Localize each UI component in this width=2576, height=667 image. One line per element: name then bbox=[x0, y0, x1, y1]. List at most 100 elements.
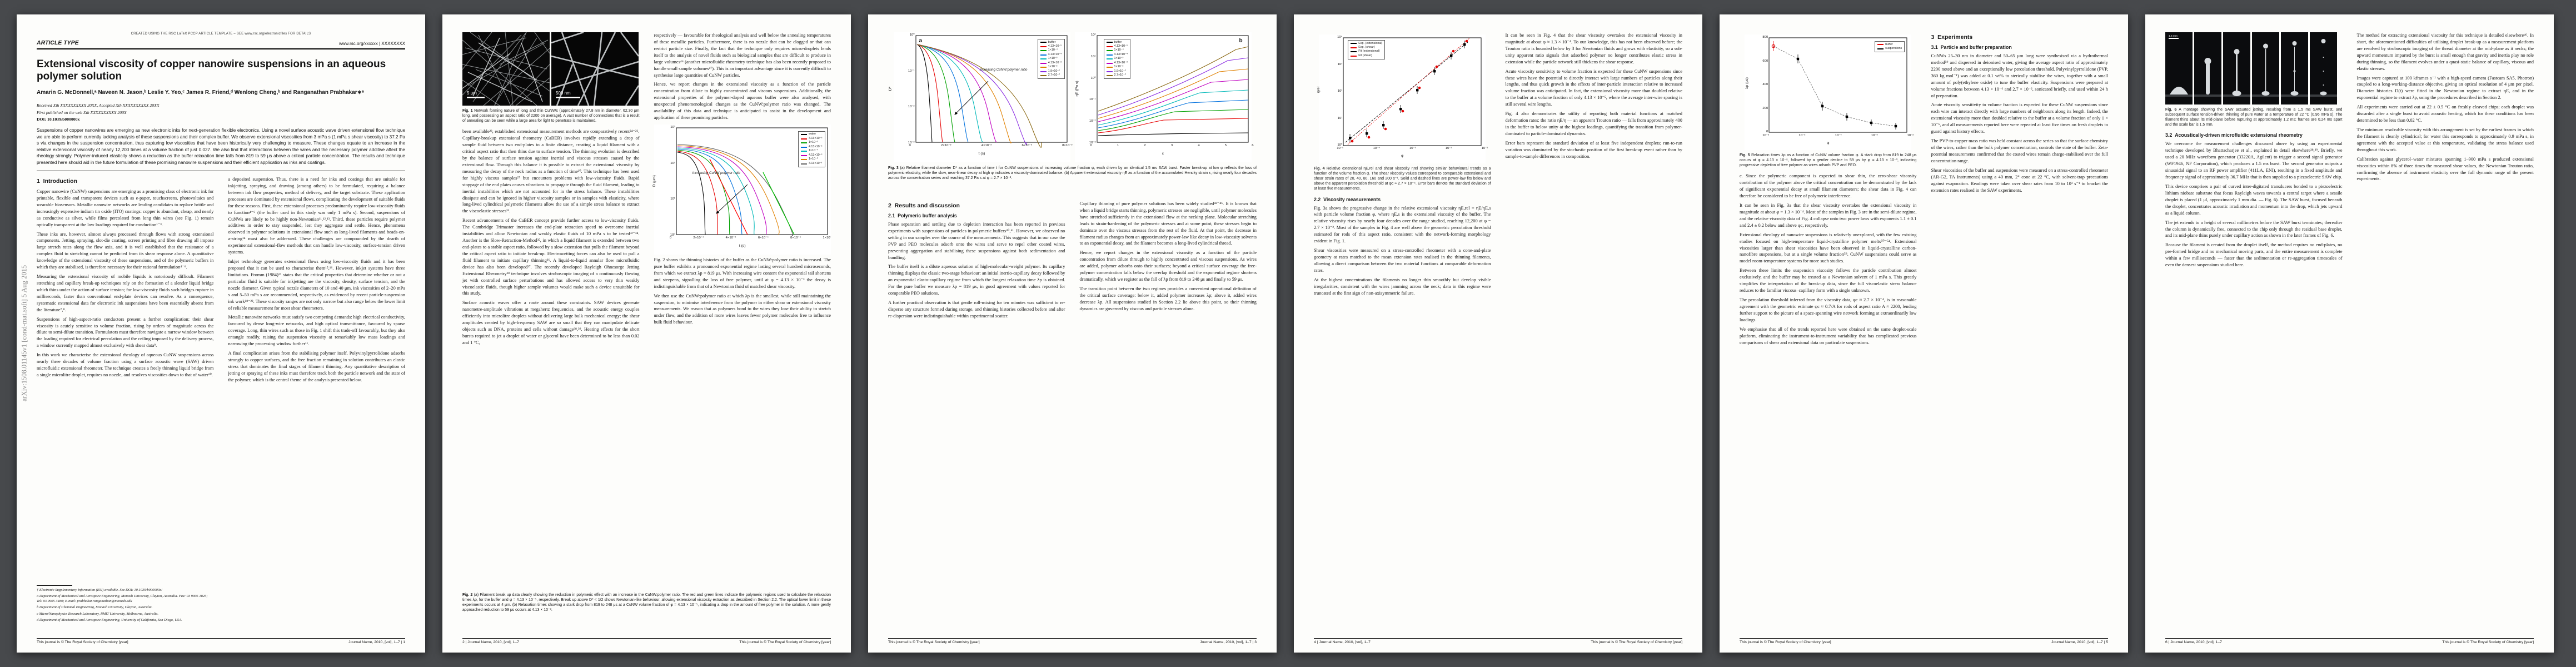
column-right: Capillary thinning of pure polymer solut… bbox=[1080, 201, 1257, 591]
sem-image-high-mag: 500 nm bbox=[551, 32, 639, 106]
footer-right: Journal Name, 2010, [vol], 1–7 | 5 bbox=[2051, 640, 2108, 644]
legend-label: 4.13×10⁻⁴ bbox=[1114, 52, 1128, 56]
legend-entry: Exp. (shear) bbox=[1351, 46, 1382, 49]
column-left: 2 Results and discussion 2.1 Polymeric b… bbox=[888, 201, 1065, 591]
legend-entry: buffer bbox=[1877, 43, 1902, 47]
journal-url-link[interactable]: www.rsc.org/xxxxxx | XXXXXXXX bbox=[339, 41, 405, 46]
paragraph: We then use the CuNW:polymer ratio at wh… bbox=[654, 293, 831, 325]
legend-label: 1×10⁻² bbox=[1114, 65, 1124, 69]
paragraph: The transition point between the two reg… bbox=[1079, 286, 1257, 311]
footer-left: 6 | Journal Name, 2010, [vol], 1–7 bbox=[2165, 640, 2222, 644]
legend-label: Exp. (extensional) bbox=[1358, 41, 1383, 45]
author-list: Amarin G. McDonnell,ᵃ Naveen N. Jason,ᵇ … bbox=[37, 89, 364, 96]
page-4: 10⁴ 10³ 10² 10¹ 10⁰ 10⁻⁵ 10⁻⁴ 10⁻³ 10⁻² 10⁻¹ ηre… bbox=[1294, 14, 1702, 653]
scale-bar bbox=[2169, 38, 2179, 39]
legend-swatch bbox=[1040, 46, 1047, 47]
legend-swatch bbox=[1877, 48, 1884, 49]
body-paragraphs: We overcome the measurement challenges d… bbox=[2165, 141, 2343, 268]
legend-label: 1×10⁻² bbox=[1048, 65, 1058, 69]
montage-frame bbox=[2194, 32, 2221, 104]
paragraph: Images were captured at 100 kframes s⁻¹ … bbox=[2356, 75, 2534, 101]
paper-title: Extensional viscosity of copper nanowire… bbox=[37, 58, 386, 83]
paragraph: Copper nanowire (CuNW) suspensions are e… bbox=[37, 189, 214, 227]
plot-canvas bbox=[1097, 35, 1248, 143]
legend-label: 1×10⁻³ bbox=[1048, 57, 1058, 61]
tick-label: 10¹ bbox=[1337, 116, 1343, 120]
footer-left: This journal is © The Royal Society of C… bbox=[37, 640, 128, 644]
tick-label: 0 bbox=[669, 236, 672, 240]
figure-6-caption: Fig. 6 A montage showing the SAW actuate… bbox=[2165, 108, 2343, 127]
legend-swatch bbox=[1106, 54, 1113, 56]
y-axis-ticks: 800 600 400 200 0 bbox=[1755, 36, 1768, 133]
paragraph: Hence, we report changes in the extensio… bbox=[1079, 250, 1257, 282]
trend-line bbox=[1773, 46, 1896, 127]
legend-label: 4.13×10⁻⁵ bbox=[1114, 44, 1128, 48]
tick-label: 0 bbox=[1766, 130, 1768, 133]
figure-3-caption: Fig. 3 (a) Relative filament diameter D*… bbox=[888, 166, 1257, 181]
y-axis-ticks: 10² 10¹ 10⁰ 10⁻¹ 10⁻² 10⁻³ bbox=[1082, 33, 1096, 145]
figure-6-montage: 1.5 mm bbox=[2165, 32, 2343, 104]
x-axis-ticks: 10⁻⁵ 10⁻⁴ 10⁻³ 10⁻² 10⁻¹ bbox=[1337, 147, 1488, 150]
plot-canvas bbox=[1343, 37, 1482, 146]
body-paragraphs: Phase separation and settling due to dep… bbox=[888, 221, 1065, 320]
arxiv-stamp: arXiv:1508.01145v1 [cond-mat.soft] 5 Aug… bbox=[20, 265, 28, 402]
paragraph: Shear viscosities were measured on a str… bbox=[1314, 248, 1491, 273]
tick-label: 10⁻² bbox=[1445, 147, 1452, 150]
footer-left: 2 | Journal Name, 2010, [vol], 1–7 bbox=[462, 640, 519, 644]
legend-label: 2.7×10⁻² bbox=[1048, 73, 1060, 77]
paragraph: Calibration against glycerol–water mixtu… bbox=[2356, 156, 2534, 182]
annotation-arrow bbox=[954, 81, 988, 115]
legend: buffer suspensions bbox=[1875, 41, 1905, 53]
received-line: Received Xth XXXXXXXXXX 20XX, Accepted X… bbox=[37, 102, 160, 108]
legend-label: water bbox=[808, 132, 816, 136]
page-3: a 10⁰ 10⁻¹ 10⁻² 10⁻³ 0 2×10⁻³ 4×10⁻³ 6×10⁻³ 8×1… bbox=[868, 14, 1277, 653]
tick-label: 3 bbox=[1170, 144, 1173, 147]
column-left: 1 Introduction Copper nanowire (CuNW) su… bbox=[37, 176, 214, 624]
paragraph: Acute viscosity sensitivity to volume fr… bbox=[1931, 102, 2109, 135]
legend-entry: 4.13×10⁻³ bbox=[800, 162, 823, 166]
footnote: b Department of Chemical Engineering, Mo… bbox=[37, 605, 153, 610]
tick-label: 10⁻⁵ bbox=[1337, 147, 1344, 150]
legend-entry: 4.13×10⁻⁵ bbox=[1040, 44, 1062, 48]
fit-lines bbox=[1345, 37, 1471, 145]
tick-label: 400 bbox=[1762, 83, 1768, 86]
paragraph: Fig. 4 also demonstrates the utility of … bbox=[1505, 111, 1683, 136]
tick-label: 6 bbox=[1252, 144, 1254, 147]
paragraph: A final complication arises from the sta… bbox=[228, 351, 406, 382]
data-curves bbox=[677, 144, 795, 236]
legend-label: buffer bbox=[1048, 40, 1056, 44]
tick-label: 10⁻⁴ bbox=[1373, 147, 1380, 150]
tick-label: 10⁰ bbox=[909, 33, 915, 37]
series-shear bbox=[1351, 39, 1468, 143]
legend-swatch bbox=[1040, 74, 1047, 76]
legend-label: 1×10⁻⁴ bbox=[1114, 48, 1124, 52]
legend-label: buffer bbox=[1885, 42, 1893, 46]
paragraph: At the highest concentrations the filame… bbox=[1314, 277, 1491, 296]
page-footer: This journal is © The Royal Society of C… bbox=[888, 638, 1257, 644]
legend-swatch bbox=[800, 134, 807, 136]
legend-swatch bbox=[1106, 58, 1113, 60]
paragraph: We overcome the measurement challenges d… bbox=[2165, 141, 2343, 180]
column-left: 5 μm 500 nm bbox=[462, 32, 640, 589]
footer-left: This journal is © The Royal Society of C… bbox=[888, 640, 980, 644]
fit-line-suspension bbox=[763, 172, 795, 235]
column-right: 3 Experiments 3.1 Particle and buffer pr… bbox=[1931, 32, 2109, 619]
paragraph: Because the filament is created from the… bbox=[2165, 242, 2343, 268]
x-axis-label: ε bbox=[1162, 152, 1164, 156]
legend-entry: 1×10⁻³ bbox=[800, 157, 823, 161]
panel-label-b: b bbox=[1239, 38, 1243, 44]
figure-5-caption: Fig. 5 Relaxation times λp as a function… bbox=[1740, 153, 1917, 168]
y-axis-ticks: 10³ 10² 10¹ 10⁰ bbox=[661, 126, 675, 237]
footer-right: This journal is © The Royal Society of C… bbox=[739, 640, 831, 644]
body-paragraphs: It can be seen in Fig. 4 that the shear … bbox=[1506, 32, 1683, 160]
legend-swatch bbox=[1351, 47, 1357, 48]
legend-label: Fit (shear) bbox=[1358, 53, 1372, 57]
x-axis-ticks: 0 2×10⁻⁴ 4×10⁻⁴ 6×10⁻⁴ 8×10⁻⁴ 1×10⁻³ bbox=[670, 236, 831, 240]
paragraph: All experiments were carried out at 22 ±… bbox=[2356, 104, 2534, 123]
suspension-points bbox=[1797, 57, 1897, 128]
legend-entry: 4.13×10⁻³ bbox=[1040, 61, 1062, 65]
legend-label: 1.9×10⁻² bbox=[1048, 69, 1060, 73]
tick-label: 6×10⁻³ bbox=[1022, 144, 1032, 147]
tick-label: 1×10⁻³ bbox=[823, 236, 831, 240]
legend-entry: 1×10⁻² bbox=[1040, 65, 1062, 69]
